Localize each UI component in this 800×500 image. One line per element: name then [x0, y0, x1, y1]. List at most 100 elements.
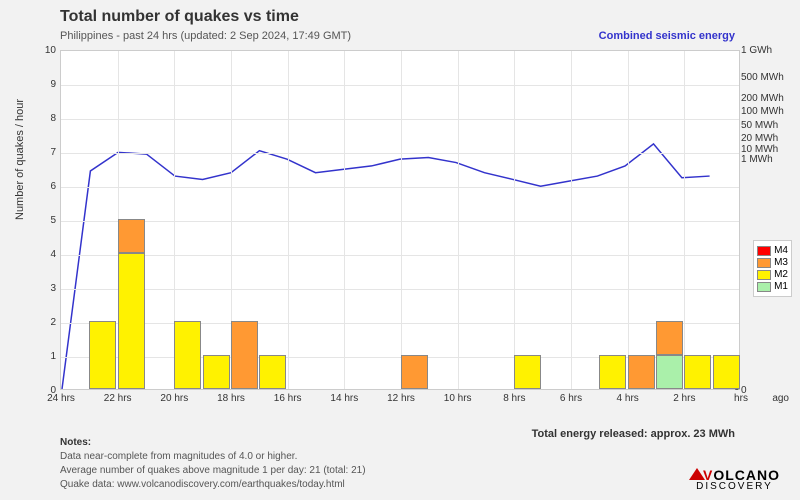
- bar-stack: [713, 355, 740, 389]
- y-tick-label: 7: [36, 147, 56, 158]
- energy-series-label: Combined seismic energy: [599, 30, 735, 42]
- gridline-v: [684, 51, 685, 389]
- bar-segment-M3: [401, 355, 428, 389]
- legend-item-M3: M3: [757, 257, 788, 268]
- y-tick-label: 4: [36, 249, 56, 260]
- legend-swatch: [757, 258, 771, 268]
- bar-stack: [628, 355, 655, 389]
- x-axis-ago-label: ago: [772, 393, 789, 404]
- y-tick-label: 10: [36, 45, 56, 56]
- legend-swatch: [757, 282, 771, 292]
- energy-line: [61, 51, 739, 389]
- x-tick-label: 14 hrs: [330, 393, 358, 404]
- notes-line: Data near-complete from magnitudes of 4.…: [60, 450, 366, 464]
- bar-segment-M2: [713, 355, 740, 389]
- x-tick-label: 20 hrs: [160, 393, 188, 404]
- legend-label: M1: [774, 281, 788, 292]
- magnitude-legend: M4M3M2M1: [753, 240, 792, 297]
- bar-segment-M3: [118, 219, 145, 253]
- legend-label: M2: [774, 269, 788, 280]
- legend-swatch: [757, 246, 771, 256]
- gridline-h: [61, 153, 739, 154]
- y-tick-label: 1: [36, 351, 56, 362]
- bar-segment-M3: [628, 355, 655, 389]
- bar-segment-M3: [231, 321, 258, 389]
- y-tick-label: 3: [36, 283, 56, 294]
- legend-item-M2: M2: [757, 269, 788, 280]
- bar-segment-M2: [684, 355, 711, 389]
- x-tick-label: 2 hrs: [673, 393, 695, 404]
- gridline-v: [344, 51, 345, 389]
- y-tick-label: 2: [36, 317, 56, 328]
- volcano-discovery-logo: VOLCANO DISCOVERY: [689, 467, 780, 492]
- notes-title: Notes:: [60, 436, 366, 450]
- gridline-v: [628, 51, 629, 389]
- bar-segment-M2: [599, 355, 626, 389]
- legend-swatch: [757, 270, 771, 280]
- notes-block: Notes: Data near-complete from magnitude…: [60, 436, 366, 492]
- bar-segment-M2: [174, 321, 201, 389]
- total-energy-text: Total energy released: approx. 23 MWh: [532, 428, 735, 440]
- gridline-v: [571, 51, 572, 389]
- gridline-v: [514, 51, 515, 389]
- bar-segment-M2: [118, 253, 145, 389]
- bar-stack: [656, 321, 683, 389]
- gridline-h: [61, 85, 739, 86]
- bar-segment-M2: [89, 321, 116, 389]
- bar-segment-M2: [514, 355, 541, 389]
- bar-segment-M3: [656, 321, 683, 355]
- y2-tick-label: 500 MWh: [741, 72, 789, 83]
- chart-container: Total number of quakes vs time Philippin…: [0, 0, 800, 500]
- gridline-h: [61, 187, 739, 188]
- bar-segment-M2: [203, 355, 230, 389]
- bar-stack: [231, 321, 258, 389]
- bar-stack: [203, 355, 230, 389]
- legend-label: M3: [774, 257, 788, 268]
- y2-tick-label: 1 MWh: [741, 154, 789, 165]
- gridline-h: [61, 119, 739, 120]
- bar-stack: [259, 355, 286, 389]
- gridline-h: [61, 221, 739, 222]
- y2-tick-label: 50 MWh: [741, 120, 789, 131]
- gridline-h: [61, 255, 739, 256]
- x-tick-label: 18 hrs: [217, 393, 245, 404]
- bar-segment-M1: [656, 355, 683, 389]
- legend-label: M4: [774, 245, 788, 256]
- chart-subtitle: Philippines - past 24 hrs (updated: 2 Se…: [60, 30, 351, 42]
- x-tick-label: 8 hrs: [503, 393, 525, 404]
- x-tick-label: 4 hrs: [617, 393, 639, 404]
- logo-subtext: DISCOVERY: [689, 481, 780, 492]
- bar-stack: [174, 321, 201, 389]
- bar-stack: [401, 355, 428, 389]
- y-axis-label: Number of quakes / hour: [14, 99, 26, 220]
- bar-stack: [684, 355, 711, 389]
- chart-title: Total number of quakes vs time: [60, 8, 299, 26]
- plot-area: 01234567891001 MWh10 MWh20 MWh50 MWh100 …: [60, 50, 740, 390]
- y2-tick-label: 1 GWh: [741, 45, 789, 56]
- y2-tick-label: 20 MWh: [741, 133, 789, 144]
- bar-segment-M2: [259, 355, 286, 389]
- gridline-v: [288, 51, 289, 389]
- notes-line: Average number of quakes above magnitude…: [60, 464, 366, 478]
- legend-item-M1: M1: [757, 281, 788, 292]
- y-tick-label: 8: [36, 113, 56, 124]
- x-tick-label: 12 hrs: [387, 393, 415, 404]
- notes-line: Quake data: www.volcanodiscovery.com/ear…: [60, 478, 366, 492]
- y2-tick-label: 100 MWh: [741, 106, 789, 117]
- bar-stack: [599, 355, 626, 389]
- x-tick-label: 16 hrs: [274, 393, 302, 404]
- gridline-h: [61, 289, 739, 290]
- bar-stack: [514, 355, 541, 389]
- x-tick-label: 10 hrs: [444, 393, 472, 404]
- y-tick-label: 5: [36, 215, 56, 226]
- gridline-v: [401, 51, 402, 389]
- y2-tick-label: 200 MWh: [741, 93, 789, 104]
- y2-tick-label: 10 MWh: [741, 144, 789, 155]
- x-tick-label: 24 hrs: [47, 393, 75, 404]
- bar-stack: [89, 321, 116, 389]
- y-tick-label: 9: [36, 79, 56, 90]
- x-tick-label: 6 hrs: [560, 393, 582, 404]
- bar-stack: [118, 219, 145, 389]
- y-tick-label: 6: [36, 181, 56, 192]
- x-tick-label: 22 hrs: [104, 393, 132, 404]
